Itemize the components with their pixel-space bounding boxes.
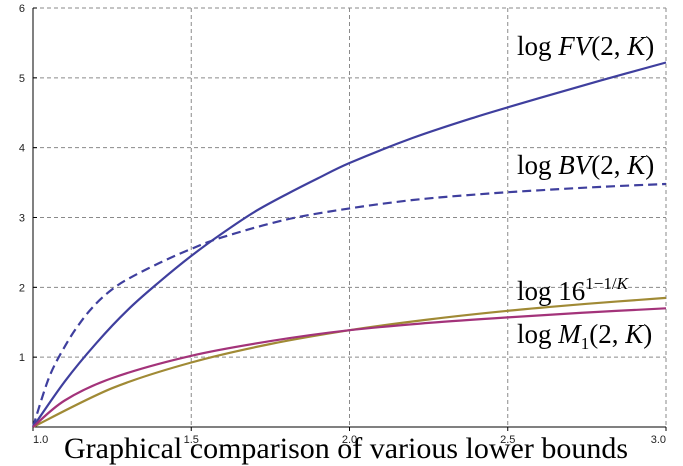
curve-labels: log FV(2, K) log BV(2, K) log 161−1/K lo… (517, 31, 654, 353)
chart: 1.0 1.5 2.0 2.5 3.0 1 2 3 4 5 6 log FV(2, K) log B… (19, 3, 667, 446)
x-tick-label: 3.0 (651, 434, 666, 446)
series-log-fv (32, 61, 667, 428)
y-tick-label: 1 (19, 352, 25, 364)
axes (32, 7, 667, 431)
series-group (31, 61, 667, 428)
y-tick-label: 6 (19, 3, 25, 15)
x-tick-label: 2.0 (342, 434, 357, 446)
label-log-m1: log M1(2, K) (517, 319, 652, 353)
x-tick-label: 2.5 (500, 434, 515, 446)
figure-caption: Graphical comparison of various lower bo… (64, 432, 629, 465)
label-log-bv: log BV(2, K) (517, 150, 654, 180)
y-tick-label: 4 (19, 143, 25, 155)
label-log-fv: log FV(2, K) (517, 31, 654, 61)
tick-labels: 1.0 1.5 2.0 2.5 3.0 1 2 3 4 5 6 (19, 3, 666, 446)
label-log-16: log 161−1/K (517, 274, 630, 306)
y-tick-label: 2 (19, 282, 25, 294)
grid (33, 7, 667, 427)
y-tick-label: 3 (19, 213, 25, 225)
series-log-m1 (32, 307, 667, 428)
x-tick-label: 1.5 (184, 434, 199, 446)
y-tick-label: 5 (19, 73, 25, 85)
x-tick-label: 1.0 (33, 434, 48, 446)
